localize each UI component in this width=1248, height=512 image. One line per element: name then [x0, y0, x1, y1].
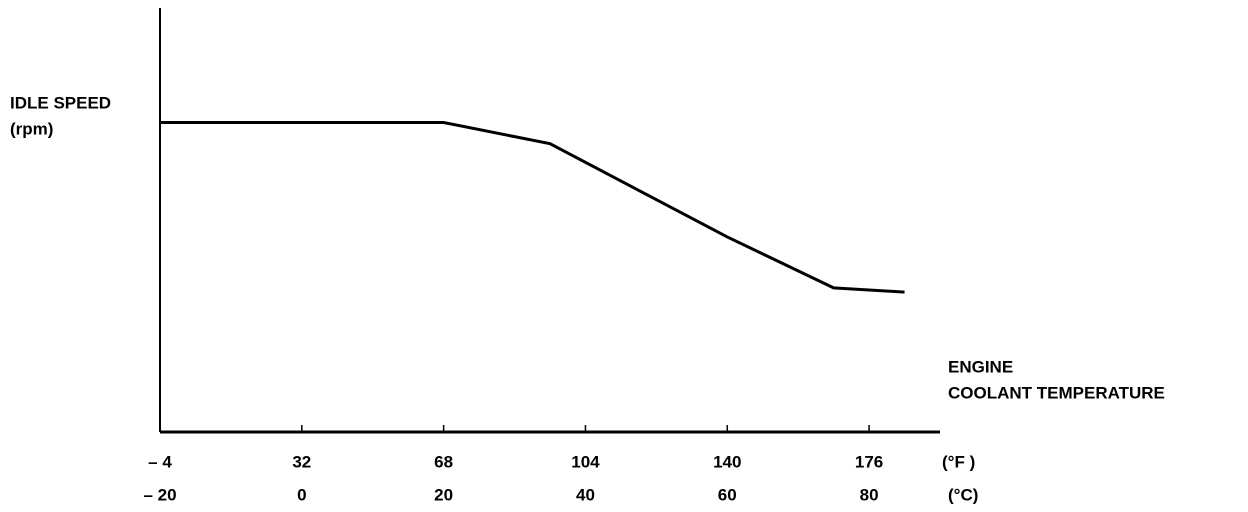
x2-tick-label: – 4: [148, 452, 172, 471]
x-axis-label: ENGINE: [948, 357, 1013, 376]
x-tick-label: 80: [860, 485, 879, 504]
x-tick-label: 0: [297, 485, 306, 504]
x2-unit: (°F ): [942, 452, 975, 471]
x-tick-label: – 20: [143, 485, 176, 504]
x-tick-label: 60: [718, 485, 737, 504]
x-axis-label: COOLANT TEMPERATURE: [948, 383, 1165, 402]
x2-tick-label: 176: [855, 452, 883, 471]
x2-tick-label: 104: [571, 452, 600, 471]
y-axis-label: (rpm): [10, 119, 53, 138]
line: [160, 120, 905, 294]
y-axis-label: IDLE SPEED: [10, 93, 111, 112]
x-tick-label: 20: [434, 485, 453, 504]
x2-tick-label: 140: [713, 452, 741, 471]
x2-tick-label: 32: [292, 452, 311, 471]
x-unit: (°C): [948, 485, 978, 504]
x2-tick-label: 68: [434, 452, 453, 471]
x-tick-label: 40: [576, 485, 595, 504]
